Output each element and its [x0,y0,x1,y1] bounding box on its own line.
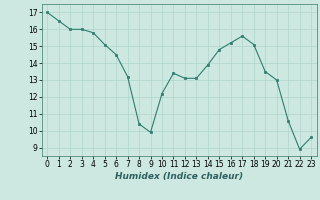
X-axis label: Humidex (Indice chaleur): Humidex (Indice chaleur) [115,172,243,181]
